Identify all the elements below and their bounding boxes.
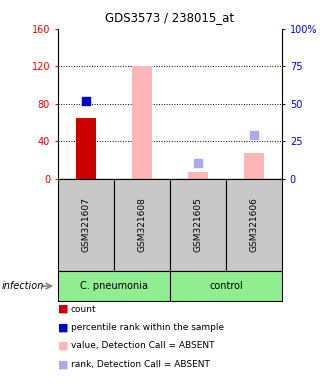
Bar (226, 179, 282, 271)
Bar (76, 118, 96, 179)
Bar (170, 271, 282, 301)
Text: rank, Detection Call = ABSENT: rank, Detection Call = ABSENT (71, 360, 210, 369)
Text: infection: infection (2, 281, 44, 291)
Bar (132, 66, 152, 179)
Text: GSM321605: GSM321605 (193, 197, 203, 252)
Text: ■: ■ (58, 341, 68, 351)
Text: percentile rank within the sample: percentile rank within the sample (71, 323, 224, 332)
Point (195, 160, 201, 166)
Text: C. pneumonia: C. pneumonia (80, 281, 148, 291)
Point (251, 131, 257, 137)
Text: value, Detection Call = ABSENT: value, Detection Call = ABSENT (71, 341, 214, 351)
Text: GSM321607: GSM321607 (81, 197, 90, 252)
Point (139, 68, 145, 74)
Text: GSM321608: GSM321608 (137, 197, 147, 252)
Text: control: control (209, 281, 243, 291)
Text: ■: ■ (58, 359, 68, 369)
Text: count: count (71, 305, 97, 314)
Text: GSM321606: GSM321606 (249, 197, 259, 252)
Bar (58, 179, 114, 271)
Text: ■: ■ (58, 323, 68, 333)
Bar (58, 271, 170, 301)
Bar (114, 179, 170, 271)
Text: GDS3573 / 238015_at: GDS3573 / 238015_at (105, 11, 235, 24)
Bar (170, 179, 226, 271)
Bar (188, 172, 208, 179)
Text: ■: ■ (58, 304, 68, 314)
Bar (244, 153, 264, 179)
Point (83, 98, 88, 104)
